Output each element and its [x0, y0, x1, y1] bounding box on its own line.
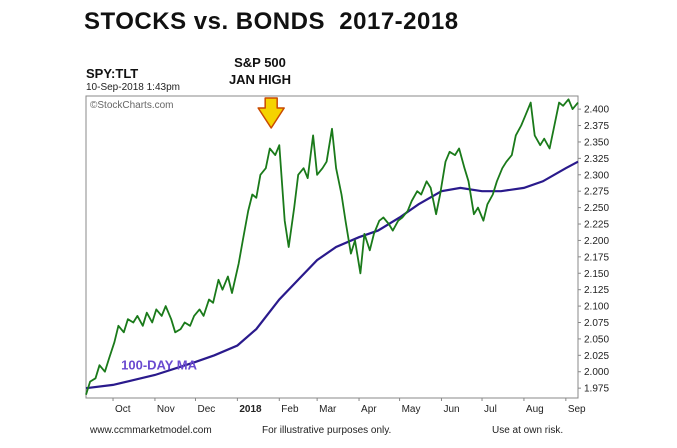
y-tick-label: 2.100: [584, 302, 609, 313]
x-tick-label: Feb: [281, 404, 299, 415]
y-tick-label: 2.025: [584, 351, 609, 362]
y-tick-label: 2.300: [584, 170, 609, 181]
y-tick-label: 2.000: [584, 367, 609, 378]
y-tick-label: 2.325: [584, 154, 609, 165]
chart-date: 10-Sep-2018 1:43pm: [86, 82, 180, 93]
y-tick-label: 2.125: [584, 285, 609, 296]
ma-series-label: 100-DAY MA: [121, 358, 197, 373]
x-tick-label: 2018: [239, 404, 262, 415]
y-tick-label: 1.975: [584, 384, 609, 395]
x-tick-label: Jul: [484, 404, 497, 415]
x-tick-label: Mar: [319, 404, 337, 415]
y-tick-label: 2.225: [584, 220, 609, 231]
y-tick-label: 2.400: [584, 105, 609, 116]
y-tick-label: 2.250: [584, 203, 609, 214]
chart-title: STOCKS vs. BONDS 2017-2018: [84, 8, 459, 35]
down-arrow-icon: [257, 97, 285, 129]
y-tick-label: 2.350: [584, 137, 609, 148]
footer-website: www.ccmmarketmodel.com: [90, 425, 212, 436]
x-tick-label: Aug: [526, 404, 544, 415]
x-tick-label: Oct: [115, 404, 131, 415]
y-tick-label: 2.275: [584, 187, 609, 198]
x-tick-label: Jun: [443, 404, 459, 415]
x-tick-label: May: [402, 404, 421, 415]
x-tick-label: Sep: [568, 404, 586, 415]
x-tick-label: Apr: [361, 404, 377, 415]
plot-frame: [85, 95, 579, 399]
y-tick-label: 2.075: [584, 318, 609, 329]
y-tick-label: 2.150: [584, 269, 609, 280]
annotation-line-2: JAN HIGH: [228, 72, 292, 87]
annotation-line-1: S&P 500: [234, 55, 286, 70]
y-tick-label: 2.375: [584, 121, 609, 132]
source-label: ©StockCharts.com: [90, 100, 174, 111]
y-tick-label: 2.200: [584, 236, 609, 247]
ticker-label: SPY:TLT: [86, 66, 139, 81]
ma-line: [85, 160, 579, 390]
footer-risk: Use at own risk.: [492, 425, 564, 436]
y-tick-label: 2.050: [584, 334, 609, 345]
annotation-note: S&P 500 JAN HIGH: [218, 54, 302, 88]
x-tick-label: Nov: [157, 404, 175, 415]
price-line: [85, 98, 579, 395]
footer-disclaimer: For illustrative purposes only.: [262, 425, 392, 436]
y-tick-label: 2.175: [584, 252, 609, 263]
x-tick-label: Dec: [197, 404, 215, 415]
